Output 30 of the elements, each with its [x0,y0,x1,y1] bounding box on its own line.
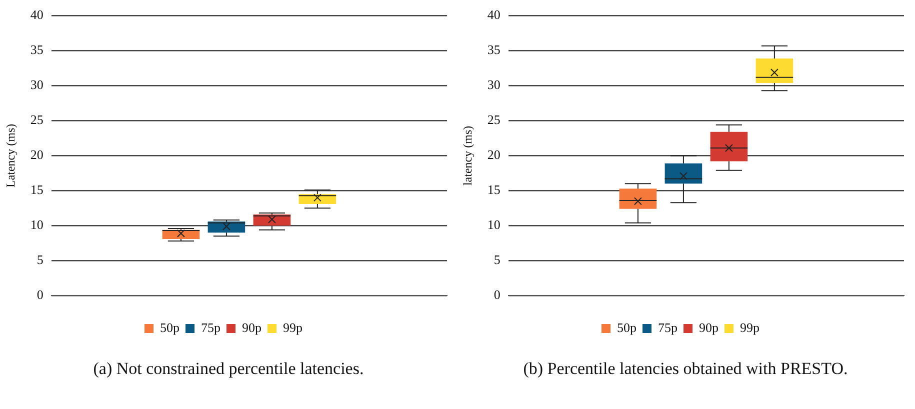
y-tick-label: 20 [30,147,44,162]
y-tick-label: 25 [487,112,500,128]
legend-label: 50p [160,320,180,335]
y-tick-label: 40 [487,7,500,22]
y-tick-label: 30 [487,77,500,92]
y-tick-label: 5 [36,252,44,268]
y-tick-label: 15 [487,182,500,198]
y-tick-label: 0 [494,287,500,302]
y-tick-label: 25 [30,112,44,128]
text: (b) Percentile latencies obtained with PRESTO. [522,359,849,379]
legend-label: 75p [201,320,220,335]
y-tick-label: 30 [30,77,44,92]
legend-label: 50p [617,320,636,335]
legend-label: 90p [242,320,262,335]
y-tick-label: 35 [30,42,44,58]
y-tick-label: 35 [487,42,500,58]
y-tick-label: 5 [494,252,500,268]
y-tick-label: 20 [487,147,500,162]
y-tick-label: 40 [30,7,44,22]
y-axis-title: latency (ms) [460,126,474,186]
y-tick-label: 10 [487,217,500,232]
y-tick-label: 15 [30,182,44,198]
legend-label: 99p [283,320,302,335]
legend-label: 99p [740,320,760,335]
legend-label: 75p [658,320,678,335]
y-tick-label: 0 [36,287,44,302]
y-tick-label: 10 [30,217,44,232]
y-axis-title: Latency (ms) [3,124,18,188]
legend-label: 90p [699,320,718,335]
text: (a) Not constrained percentile latencies. [92,359,365,379]
